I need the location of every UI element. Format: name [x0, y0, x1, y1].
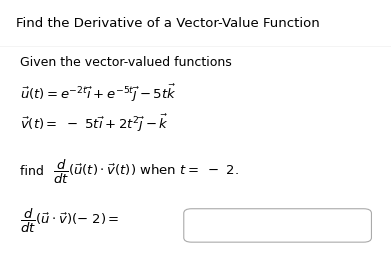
- FancyBboxPatch shape: [184, 209, 371, 242]
- Text: Given the vector-valued functions: Given the vector-valued functions: [20, 56, 231, 69]
- Text: $\vec{u}(t) = e^{-2t}\vec{\imath} + e^{-5t}\vec{\jmath} - 5t\vec{k}$: $\vec{u}(t) = e^{-2t}\vec{\imath} + e^{-…: [20, 82, 176, 104]
- Text: Find the Derivative of a Vector-Value Function: Find the Derivative of a Vector-Value Fu…: [16, 17, 319, 30]
- Text: $\dfrac{d}{dt}(\vec{u} \cdot \vec{v})(-\ 2) =$: $\dfrac{d}{dt}(\vec{u} \cdot \vec{v})(-\…: [20, 207, 119, 235]
- Text: $\vec{v}(t) =\ -\ 5t\vec{\imath} + 2t^2\vec{\jmath} - \vec{k}$: $\vec{v}(t) =\ -\ 5t\vec{\imath} + 2t^2\…: [20, 112, 169, 134]
- Text: find: find: [20, 166, 47, 178]
- Text: $\dfrac{d}{dt}(\vec{u}(t) \cdot \vec{v}(t))$ when $t =\ -\ 2.$: $\dfrac{d}{dt}(\vec{u}(t) \cdot \vec{v}(…: [53, 158, 239, 186]
